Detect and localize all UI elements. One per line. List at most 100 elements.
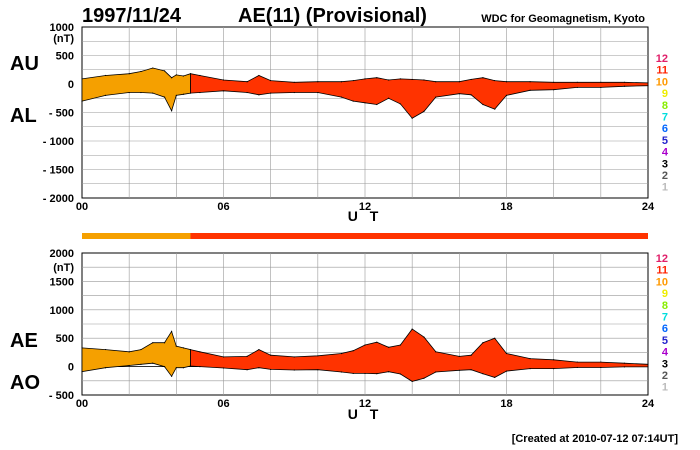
- ae-point: [128, 351, 130, 353]
- al-point: [171, 110, 173, 112]
- ao-point: [458, 369, 460, 371]
- ao-point: [364, 372, 366, 375]
- ae-point: [152, 342, 154, 344]
- y-tick-label: 0: [68, 362, 74, 374]
- legend-number: 3: [662, 158, 668, 170]
- ae-ao-x-axis-label: U T: [348, 406, 383, 422]
- ae-point: [163, 342, 166, 344]
- ao-point: [163, 366, 166, 368]
- al-point: [647, 85, 649, 87]
- ae-ao-units: (nT): [53, 262, 74, 274]
- ae-point: [576, 361, 578, 363]
- ae-point: [352, 350, 354, 352]
- ae-point: [494, 337, 496, 339]
- ao-point: [576, 366, 578, 369]
- au-al-area-before: [81, 67, 191, 112]
- legend-number: 12: [656, 253, 668, 265]
- x-tick-label: 12: [359, 201, 371, 213]
- au-point: [411, 78, 413, 81]
- ao-point: [182, 367, 185, 369]
- y-tick-label: - 2000: [43, 193, 74, 205]
- au-point: [600, 81, 602, 83]
- ae-point: [600, 361, 602, 363]
- y-tick-label: 1500: [50, 276, 74, 288]
- ae-ao-x-tick-labels: 00 06 12 18 24: [76, 398, 655, 410]
- ao-point: [470, 369, 472, 371]
- ao-point: [494, 376, 496, 378]
- au-point: [387, 79, 390, 81]
- au-point: [140, 70, 142, 73]
- au-al-units: (nT): [53, 33, 74, 45]
- al-point: [104, 94, 107, 96]
- au-point: [128, 73, 130, 75]
- ao-point: [623, 366, 626, 368]
- au-point: [623, 81, 626, 83]
- legend-number: 4: [662, 147, 669, 159]
- au-point: [376, 77, 378, 79]
- au-point: [529, 81, 531, 83]
- ae-point: [387, 346, 390, 348]
- y-tick-label: 0: [68, 79, 74, 91]
- ae-point: [199, 351, 201, 353]
- x-tick-label: 12: [359, 398, 371, 410]
- al-point: [576, 86, 578, 89]
- al-point: [470, 94, 472, 96]
- ae-point: [293, 356, 295, 358]
- x-tick-label: 18: [500, 398, 512, 410]
- ae-point: [458, 355, 460, 357]
- ae-ao-y-tick-labels: 2000 1500 1000 500 0 - 500: [49, 248, 74, 402]
- ae-point: [140, 348, 142, 351]
- au-point: [482, 77, 484, 79]
- ae-point: [423, 336, 425, 338]
- au-point: [364, 78, 366, 80]
- ao-point: [246, 369, 248, 371]
- index-bar-segment: [190, 233, 648, 239]
- au-side-label: AU: [10, 53, 39, 75]
- au-al-area-after: [190, 73, 649, 119]
- legend-number: 2: [662, 170, 668, 182]
- al-point: [340, 96, 343, 98]
- ae-point: [435, 351, 437, 353]
- ao-point: [189, 365, 192, 367]
- au-point: [222, 79, 225, 81]
- au-point: [246, 81, 248, 83]
- au-al-area: [81, 67, 649, 119]
- ae-point: [553, 359, 555, 361]
- ae-point: [647, 363, 649, 365]
- al-point: [411, 117, 413, 119]
- au-point: [576, 81, 578, 83]
- al-point: [482, 103, 484, 106]
- al-point: [293, 91, 295, 94]
- al-point: [128, 91, 130, 94]
- ao-point: [128, 364, 130, 367]
- au-point: [175, 74, 177, 76]
- x-tick-label: 24: [642, 201, 655, 213]
- ae-point: [270, 354, 272, 356]
- au-point: [163, 70, 166, 72]
- y-tick-label: 500: [56, 51, 74, 63]
- ao-side-label: AO: [10, 372, 40, 394]
- al-point: [189, 92, 192, 94]
- au-point: [423, 79, 425, 81]
- legend-number: 9: [662, 288, 668, 300]
- au-point: [182, 75, 185, 77]
- au-point: [199, 74, 201, 77]
- ae-point: [104, 348, 107, 351]
- ao-point: [387, 371, 390, 373]
- ao-point: [423, 377, 425, 379]
- y-tick-label: - 1500: [43, 165, 74, 177]
- au-al-grid: [82, 27, 648, 198]
- au-point: [258, 74, 260, 77]
- data-source: WDC for Geomagnetism, Kyoto: [481, 13, 645, 25]
- ao-point: [140, 363, 142, 365]
- au-point: [553, 81, 555, 83]
- ae-point: [81, 347, 83, 349]
- legend-number: 1: [662, 182, 668, 194]
- au-al-y-tick-labels: 1000 500 0 - 500 - 1000 - 1500 - 2000: [43, 22, 74, 205]
- al-point: [423, 110, 425, 112]
- al-point: [222, 90, 225, 92]
- al-point: [317, 91, 319, 94]
- ao-point: [435, 371, 437, 373]
